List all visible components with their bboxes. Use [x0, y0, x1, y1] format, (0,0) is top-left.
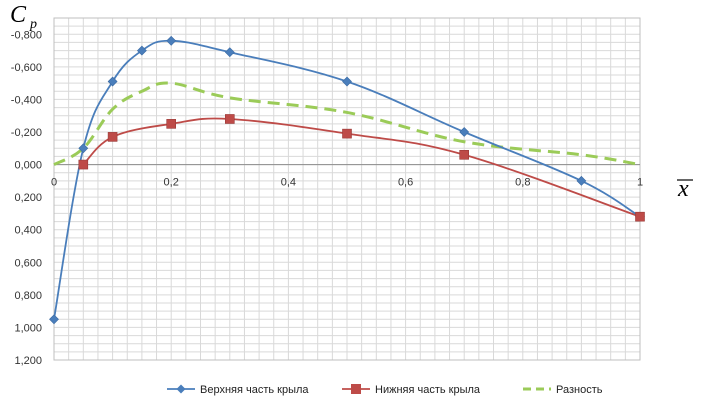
marker-lower-point: [78, 159, 89, 170]
x-tick-label: 0: [51, 177, 57, 189]
legend-item-upper: Верхняя часть крыла: [167, 384, 309, 396]
y-tick-label: 0,600: [14, 257, 42, 269]
series-line-difference: [53, 81, 641, 167]
y-tick-label: -0,600: [11, 62, 42, 74]
marker-lower-point: [459, 150, 470, 160]
legend-label-difference: Разность: [556, 384, 603, 396]
marker-upper-point: [107, 76, 118, 87]
data-markers: [49, 35, 645, 325]
marker-lower-point: [342, 128, 352, 139]
tick-labels: -0,800 -0,600 -0,400 -0,200 0,000 0,200 0,400 0…: [11, 29, 643, 367]
marker-lower-point: [635, 211, 645, 222]
marker-upper-point: [342, 76, 352, 87]
marker-upper-point: [136, 45, 147, 56]
series-lines: [53, 39, 641, 320]
y-tick-label: 0,400: [14, 225, 42, 237]
legend: Верхняя часть крыла Нижняя часть крыла Р…: [167, 384, 603, 396]
x-axis-title: x: [677, 176, 693, 202]
marker-upper-point: [576, 175, 587, 186]
y-tick-label: -0,800: [11, 29, 42, 41]
marker-upper-point: [78, 143, 89, 154]
plot-area-border: [53, 17, 641, 361]
y-tick-label: -0,400: [11, 94, 42, 106]
y-tick-label: 1,000: [14, 322, 42, 334]
x-tick-label: 1: [637, 177, 643, 189]
marker-lower-point: [107, 132, 118, 142]
y-axis-title: C p: [10, 2, 37, 32]
x-tick-label: 0,4: [281, 177, 296, 189]
legend-item-difference: Разность: [523, 384, 603, 396]
legend-swatch-lower-marker: [351, 384, 361, 394]
legend-swatch-upper-marker: [176, 384, 186, 394]
y-tick-label: 0,000: [14, 160, 42, 172]
legend-item-lower: Нижняя часть крыла: [342, 384, 481, 396]
marker-upper-point: [49, 314, 59, 325]
y-tick-label: 0,800: [14, 290, 42, 302]
x-tick-label: 0,8: [515, 177, 530, 189]
legend-label-upper: Верхняя часть крыла: [200, 384, 309, 396]
y-axis-title-subscript: p: [29, 17, 37, 32]
legend-label-lower: Нижняя часть крыла: [375, 384, 481, 396]
marker-lower-point: [166, 119, 176, 129]
x-tick-label: 0,6: [398, 177, 413, 189]
y-tick-label: 0,200: [14, 192, 42, 204]
y-tick-label: -0,200: [11, 127, 42, 139]
gridlines: [53, 17, 641, 361]
series-line-upper: [53, 39, 641, 320]
marker-upper-point: [166, 35, 177, 46]
marker-lower-point: [225, 114, 235, 124]
marker-upper-point: [459, 127, 470, 137]
x-axis-title-text: x: [677, 176, 689, 202]
series-line-lower: [82, 117, 641, 218]
x-tick-label: 0,2: [164, 177, 179, 189]
marker-upper-point: [224, 47, 235, 58]
y-axis-title-main: C: [10, 2, 27, 28]
y-tick-label: 1,200: [14, 355, 42, 367]
